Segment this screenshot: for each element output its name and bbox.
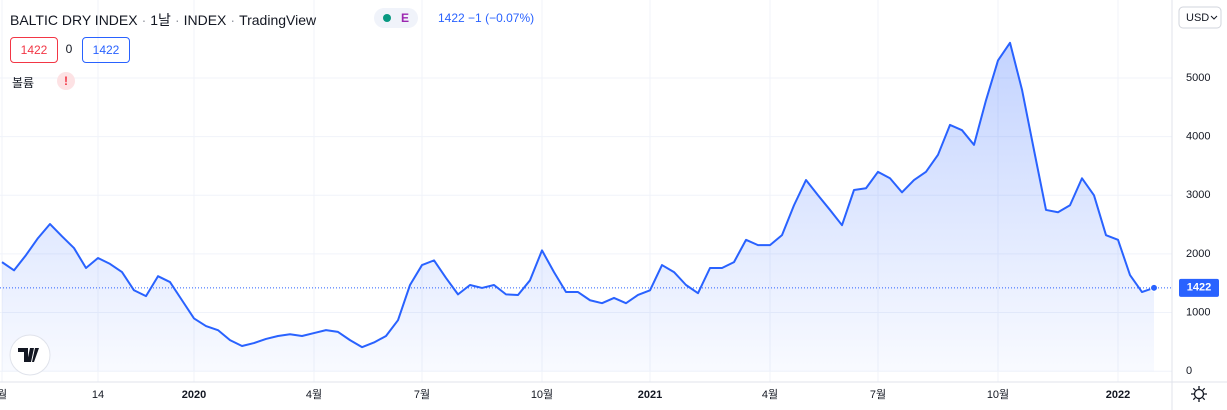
y-tick-label: 0 (1186, 365, 1192, 377)
x-tick-label: 7월 (414, 388, 430, 401)
dropdown-arrow[interactable] (1210, 15, 1218, 20)
price-line (1, 41, 1155, 349)
quote-price: 1422 (438, 11, 465, 25)
x-tick-label: 10월 (987, 388, 1009, 401)
y-tick-label: 5000 (1186, 72, 1210, 84)
x-tick-label: 2020 (182, 389, 206, 401)
y-tick-label: 3000 (1186, 189, 1210, 201)
title-part: INDEX (183, 12, 227, 28)
title-part: TradingView (239, 12, 317, 28)
x-tick-label: 2021 (638, 389, 662, 401)
tv-logo[interactable] (9, 334, 51, 376)
x-tick-label: 4월 (762, 388, 778, 401)
price-tag (1179, 278, 1219, 297)
quote-change-pct: (−0.07%) (485, 11, 535, 25)
y-tick-label: 2000 (1186, 248, 1210, 260)
volume-warning[interactable]: ! (57, 72, 75, 90)
symbol-title: BALTIC DRY INDEX · 1날 · INDEX · TradingView (10, 12, 317, 28)
status-dot[interactable] (383, 14, 391, 22)
area-fill (2, 42, 1154, 372)
market-badge[interactable]: E (374, 8, 418, 28)
last-point (1150, 283, 1158, 292)
gear-teeth[interactable] (1191, 386, 1207, 402)
bid-box[interactable]: 1422 (10, 37, 58, 63)
x-tick-label: 월 (0, 388, 7, 401)
quote: 1422 −1 (−0.07%) (438, 11, 534, 25)
currency-box[interactable] (1178, 6, 1222, 29)
y-tick-label: 1000 (1186, 306, 1210, 318)
spread: 0 (65, 42, 73, 56)
y-tick-label: 4000 (1186, 131, 1210, 143)
x-tick-label: 14 (92, 389, 104, 401)
gear[interactable] (1193, 388, 1205, 400)
title-part: 1날 (150, 12, 171, 28)
currency-button[interactable]: USD (1178, 6, 1222, 29)
quote-change: −1 (468, 11, 482, 25)
x-tick-label: 10월 (531, 388, 553, 401)
volume-label: 볼륨 (12, 76, 35, 90)
x-tick-label: 2022 (1106, 389, 1130, 401)
settings-icon[interactable] (1191, 386, 1207, 402)
logo-mark[interactable] (18, 348, 39, 362)
x-tick-label: 4월 (306, 388, 322, 401)
badge-label[interactable]: E (401, 11, 410, 25)
title-part: BALTIC DRY INDEX (10, 12, 138, 28)
x-tick-label: 7월 (870, 388, 886, 401)
ask-box[interactable]: 1422 (82, 37, 130, 63)
price-tag-label: 1422 (1187, 282, 1211, 294)
currency-label[interactable]: USD (1186, 12, 1209, 24)
